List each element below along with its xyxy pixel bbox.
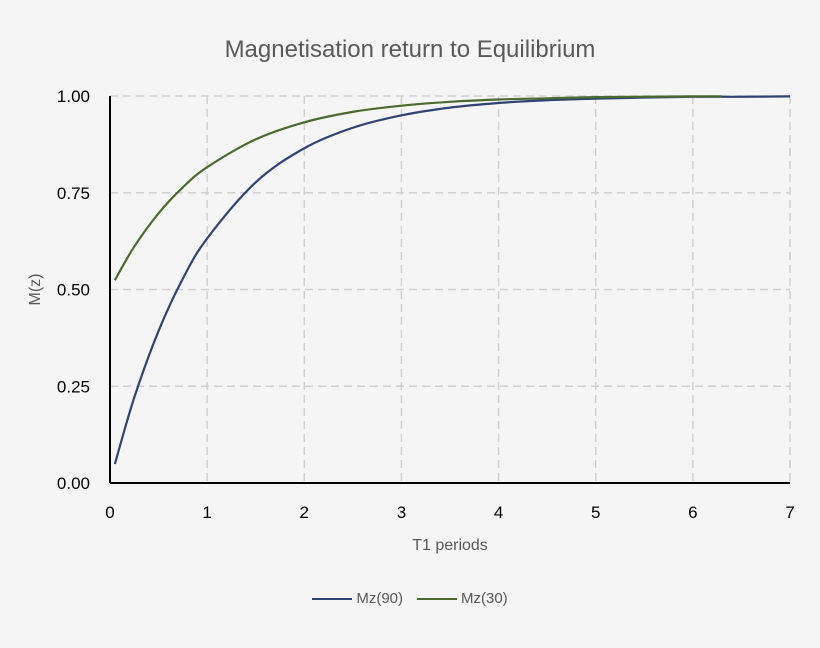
y-tick-label: 0.75	[57, 184, 90, 203]
y-tick-label: 0.50	[57, 281, 90, 300]
x-axis-title: T1 periods	[412, 537, 488, 554]
x-tick-label: 0	[105, 503, 114, 522]
y-axis-title: M(z)	[27, 274, 44, 306]
series-line-mz30	[113, 95, 723, 281]
legend-label-mz90: Mz(90)	[356, 590, 403, 607]
legend-item-mz30: Mz(30)	[417, 590, 508, 607]
x-tick-label: 5	[591, 503, 600, 522]
legend-item-mz90: Mz(90)	[312, 590, 403, 607]
y-tick-label: 0.25	[57, 377, 90, 396]
legend-swatch-mz30	[417, 597, 457, 600]
legend-label-mz30: Mz(30)	[461, 590, 508, 607]
x-tick-label: 1	[202, 503, 211, 522]
x-tick-label: 7	[785, 503, 794, 522]
y-tick-label: 0.00	[57, 474, 90, 493]
y-tick-label: 1.00	[57, 87, 90, 106]
series-line-mz90	[113, 95, 791, 465]
x-tick-label: 4	[494, 503, 503, 522]
x-tick-label: 2	[300, 503, 309, 522]
legend: Mz(90) Mz(30)	[0, 590, 820, 607]
x-tick-label: 3	[397, 503, 406, 522]
chart-title: Magnetisation return to Equilibrium	[224, 36, 596, 63]
legend-swatch-mz90	[312, 597, 353, 600]
x-tick-label: 6	[688, 503, 697, 522]
